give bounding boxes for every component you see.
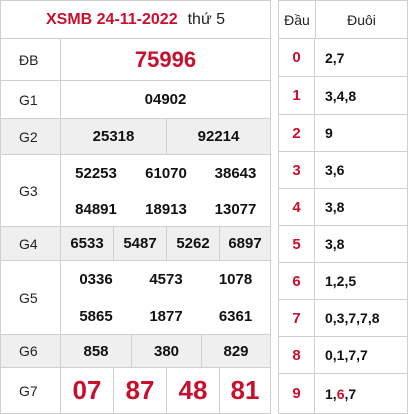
prize-number-g5: 1877	[149, 308, 183, 325]
loto-row: 0 2,7	[279, 38, 407, 76]
loto-row: 4 3,8	[279, 188, 407, 225]
loto-table: Đầu Đuôi 0 2,7 1 3,4,8 2 9 3 3,6 4 3,8 5…	[278, 0, 408, 414]
loto-row: 6 1,2,5	[279, 262, 407, 299]
prize-number-g4: 5487	[123, 235, 157, 252]
loto-tail-label: Đuôi	[347, 11, 376, 28]
loto-row: 5 3,8	[279, 225, 407, 262]
prize-number-g1: 04902	[144, 91, 187, 108]
loto-head: 5	[279, 226, 315, 262]
results-title[interactable]: XSMB 24-11-2022	[45, 10, 178, 28]
prize-number-g6: 829	[223, 342, 249, 360]
loto-head: 3	[279, 152, 315, 188]
prize-number-g5: 0336	[79, 271, 113, 288]
loto-tails: 0,3,7,7,8	[325, 310, 380, 326]
prize-row-g2: G2 25318 92214	[1, 118, 270, 154]
prize-number-g7: 87	[125, 375, 155, 405]
prize-label-g2: G2	[1, 119, 61, 154]
prize-number-db: 75996	[134, 46, 197, 72]
prize-number-g4: 6897	[228, 235, 262, 252]
prize-label-db: ĐB	[1, 39, 61, 80]
prize-number-g3: 13077	[214, 200, 257, 218]
prize-label-g7: G7	[1, 368, 61, 413]
loto-row: 8 0,1,7,7	[279, 336, 407, 373]
loto-tails: 1, 6,7	[315, 374, 407, 413]
prize-row-g4: G4 6533 5487 5262 6897	[1, 226, 270, 260]
prize-label-g3: G3	[1, 155, 61, 226]
loto-tails-pre: 1,	[325, 385, 337, 402]
prize-number-g7: 48	[178, 375, 208, 405]
prize-number-g7: 07	[72, 375, 102, 405]
prize-label-g6: G6	[1, 335, 61, 367]
prize-number-g3: 38643	[214, 164, 257, 182]
prize-label-g4: G4	[1, 227, 61, 260]
loto-tails: 0,1,7,7	[325, 347, 368, 363]
prize-number-g5: 4573	[149, 271, 183, 288]
loto-tails: 3,8	[325, 236, 345, 252]
loto-head: 9	[279, 374, 315, 413]
prize-number-g6: 858	[83, 342, 109, 360]
prize-row-g5: G5 0336 4573 1078 5865 1877 6361	[1, 260, 270, 334]
loto-head: 8	[279, 337, 315, 373]
prize-number-g4: 6533	[70, 235, 104, 252]
loto-tails: 9	[325, 125, 333, 141]
prize-number-g6: 380	[153, 342, 180, 360]
loto-tails-highlight: 6	[336, 385, 345, 402]
loto-row: 3 3,6	[279, 151, 407, 188]
loto-row: 1 3,4,8	[279, 76, 407, 114]
prize-number-g3: 61070	[145, 164, 187, 182]
loto-head: 6	[279, 263, 315, 299]
loto-header: Đầu Đuôi	[279, 1, 407, 38]
results-table: XSMB 24-11-2022 thứ 5 ĐB 75996 G1 04902 …	[0, 0, 271, 414]
loto-tails: 1,2,5	[325, 273, 357, 289]
prize-number-g7: 81	[230, 375, 260, 405]
loto-row: 7 0,3,7,7,8	[279, 299, 407, 336]
loto-tails: 3,4,8	[325, 87, 357, 104]
loto-tails: 3,8	[325, 199, 345, 215]
loto-tails: 3,6	[325, 162, 345, 178]
loto-head-label: Đầu	[279, 1, 316, 38]
prize-row-g1: G1 04902	[1, 80, 270, 118]
prize-number-g3: 52253	[75, 164, 117, 182]
prize-number-g4: 5262	[176, 235, 210, 252]
loto-head: 0	[279, 39, 315, 76]
results-day: thứ 5	[187, 10, 226, 28]
prize-number-g2: 25318	[92, 128, 135, 145]
prize-number-g3: 18913	[145, 200, 187, 218]
prize-row-g3: G3 52253 61070 38643 84891 18913 13077	[1, 154, 270, 226]
prize-row-g7: G7 07 87 48 81	[1, 367, 270, 413]
prize-row-g6: G6 858 380 829	[1, 334, 270, 367]
prize-number-g5: 1078	[218, 271, 253, 288]
prize-number-g3: 84891	[75, 200, 117, 218]
results-header: XSMB 24-11-2022 thứ 5	[1, 1, 270, 38]
loto-head: 1	[279, 77, 315, 114]
prize-label-g1: G1	[1, 81, 61, 118]
loto-head: 7	[279, 300, 315, 336]
prize-number-g2: 92214	[197, 128, 240, 145]
loto-head: 2	[279, 115, 315, 151]
prize-label-g5: G5	[1, 261, 61, 334]
loto-head: 4	[279, 189, 315, 225]
prize-number-g5: 6361	[218, 308, 253, 325]
prize-number-g5: 5865	[79, 308, 113, 325]
loto-tails: 2,7	[325, 49, 345, 66]
prize-row-db: ĐB 75996	[1, 38, 270, 80]
loto-tails-post: ,7	[344, 385, 357, 402]
loto-row: 2 9	[279, 114, 407, 151]
loto-row: 9 1, 6,7	[279, 373, 407, 413]
